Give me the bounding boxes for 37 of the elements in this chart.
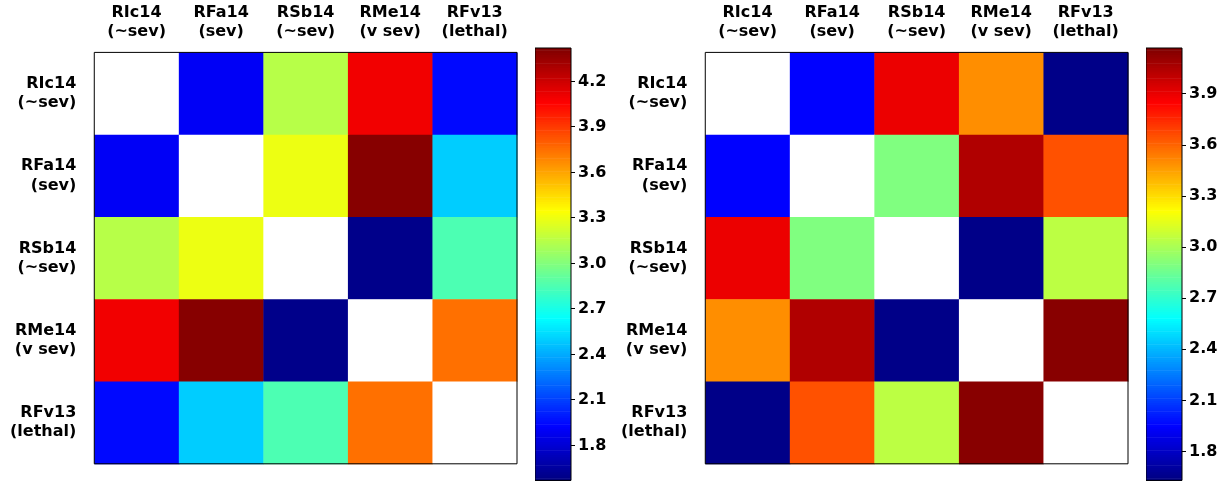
color-bar-label: 3.6	[1189, 134, 1218, 154]
y-tick-label: RIc14 (~sev)	[628, 73, 688, 112]
color-bar-label: 4.2	[578, 70, 607, 90]
color-bar-label: 3.6	[578, 161, 607, 181]
y-tick-label: RSb14 (~sev)	[17, 237, 77, 276]
color-bar-label: 3.9	[1189, 83, 1218, 103]
color-bar-label: 1.8	[1189, 440, 1218, 460]
color-bar-label: 3.0	[578, 252, 607, 272]
color-bar-label: 2.4	[578, 343, 607, 363]
color-bar-label: 2.7	[1189, 287, 1218, 307]
x-tick-label: RMe14 (v sev)	[970, 1, 1032, 40]
y-tick-label: RIc14 (~sev)	[17, 73, 77, 112]
y-tick-label: RFv13 (lethal)	[621, 402, 688, 441]
x-tick-label: RFa14 (sev)	[193, 1, 249, 40]
color-bar-label: 2.7	[578, 298, 607, 318]
x-tick-label: RSb14 (~sev)	[276, 1, 336, 40]
x-tick-label: RIc14 (~sev)	[107, 1, 166, 40]
y-tick-label: RMe14 (v sev)	[14, 319, 77, 359]
y-tick-label: RSb14 (~sev)	[628, 237, 688, 276]
color-bar-label: 3.3	[1189, 185, 1218, 205]
color-bar-label: 3.0	[1189, 236, 1218, 256]
color-bar-label: 2.1	[1189, 389, 1218, 409]
x-tick-label: RFv13 (lethal)	[441, 1, 508, 40]
x-tick-label: RSb14 (~sev)	[887, 1, 947, 40]
x-tick-label: RMe14 (v sev)	[359, 1, 421, 40]
color-bar-label: 2.1	[578, 389, 607, 409]
color-bar-label: 3.9	[578, 116, 607, 136]
y-tick-label: RFa14 (sev)	[631, 155, 688, 194]
color-bar-label: 3.3	[578, 207, 607, 227]
y-tick-label: RFa14 (sev)	[20, 155, 77, 194]
color-bar-label: 1.8	[578, 434, 607, 454]
x-tick-label: RFa14 (sev)	[804, 1, 860, 40]
x-tick-label: RFv13 (lethal)	[1052, 1, 1119, 40]
color-bar-label: 2.4	[1189, 338, 1218, 358]
y-tick-label: RMe14 (v sev)	[625, 319, 688, 359]
x-tick-label: RIc14 (~sev)	[718, 1, 777, 40]
y-tick-label: RFv13 (lethal)	[10, 402, 77, 441]
